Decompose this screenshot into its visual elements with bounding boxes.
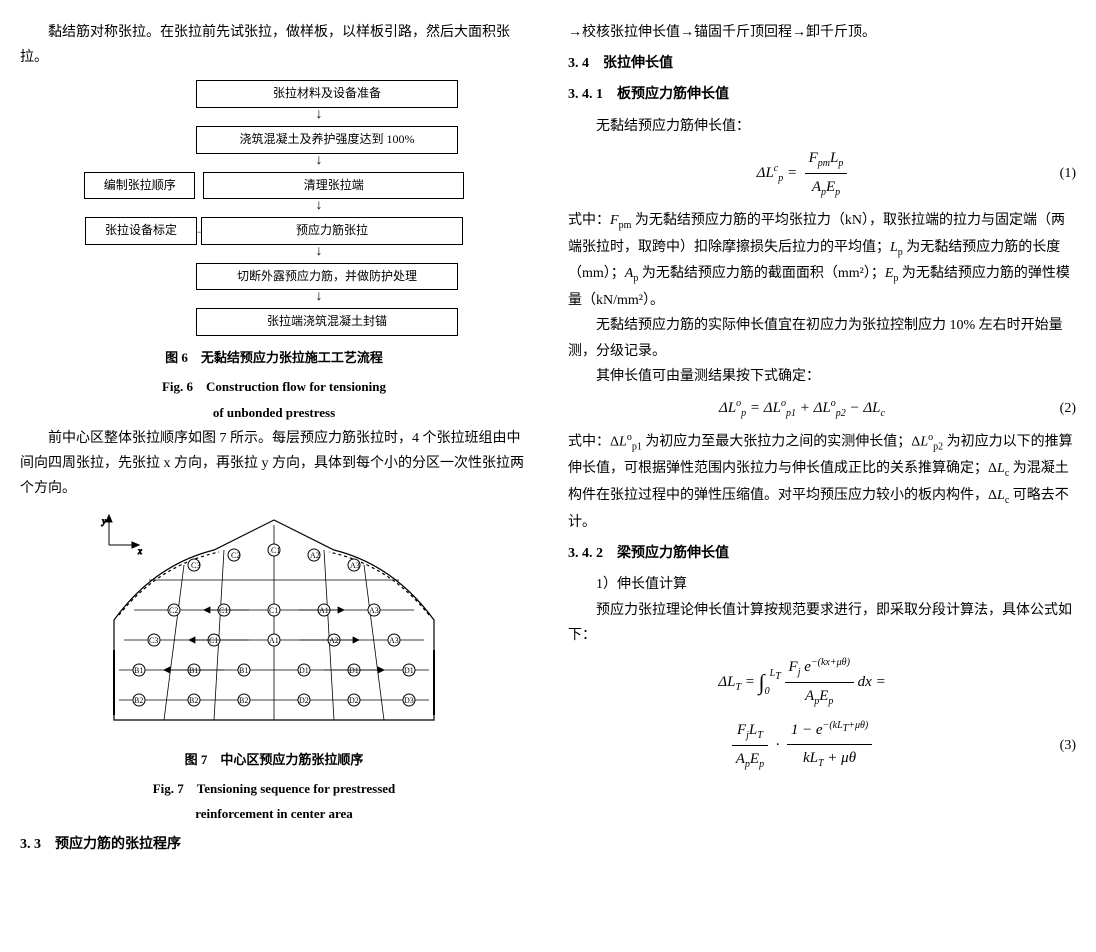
svg-text:D1: D1 xyxy=(404,666,414,675)
svg-text:C1: C1 xyxy=(269,606,278,615)
svg-text:C1: C1 xyxy=(271,546,280,555)
flow-box: 预应力筋张拉 xyxy=(201,217,463,245)
paragraph: 1）伸长值计算 xyxy=(568,572,1076,597)
section-heading-3-4: 3. 4 张拉伸长值 xyxy=(568,51,1076,76)
figure-6-caption-cn: 图 6 无黏结预应力张拉施工工艺流程 xyxy=(20,346,528,369)
figure-7-caption-en: reinforcement in center area xyxy=(20,802,528,825)
svg-text:A3: A3 xyxy=(389,636,399,645)
equation-2: ΔLop = ΔLop1 + ΔLop2 − ΔLc (2) xyxy=(568,395,1076,423)
flow-box-side: 编制张拉顺序 xyxy=(84,172,195,200)
svg-text:B2: B2 xyxy=(189,696,198,705)
section-heading-3-3: 3. 3 预应力筋的张拉程序 xyxy=(20,832,528,857)
figure-7-caption-en: Fig. 7 Tensioning sequence for prestress… xyxy=(20,777,528,800)
svg-text:D2: D2 xyxy=(349,696,359,705)
svg-text:A2: A2 xyxy=(310,551,320,560)
equation-3: ΔLT = ∫0LT Fj e−(kx+μθ) ApEp dx = xyxy=(568,654,1076,711)
svg-text:A2: A2 xyxy=(329,636,339,645)
svg-text:D1: D1 xyxy=(349,666,359,675)
equation-number: (1) xyxy=(1036,161,1076,186)
figure-7-caption-cn: 图 7 中心区预应力筋张拉顺序 xyxy=(20,748,528,771)
svg-text:x: x xyxy=(137,546,142,556)
paragraph: 黏结筋对称张拉。在张拉前先试张拉，做样板，以样板引路，然后大面积张拉。 xyxy=(20,20,528,70)
arrow-down-icon xyxy=(84,292,464,306)
flow-box: 清理张拉端 xyxy=(203,172,464,200)
svg-text:y: y xyxy=(101,516,106,526)
paragraph: →校核张拉伸长值→锚固千斤顶回程→卸千斤顶。 xyxy=(568,20,1076,45)
equation-3b: FjLT ApEp · 1 − e−(kLT+μθ) kLT + μθ (3) xyxy=(568,717,1076,774)
flow-box: 浇筑混凝土及养护强度达到 100% xyxy=(196,126,458,154)
equation-number: (3) xyxy=(1036,733,1076,758)
section-heading-3-4-2: 3. 4. 2 梁预应力筋伸长值 xyxy=(568,541,1076,566)
svg-text:B2: B2 xyxy=(239,696,248,705)
svg-text:C2: C2 xyxy=(231,551,240,560)
equation-1: ΔLcp = FpmLp ApEp (1) xyxy=(568,145,1076,202)
paragraph: 无黏结预应力筋的实际伸长值宜在初应力为张拉控制应力 10% 左右时开始量测，分级… xyxy=(568,313,1076,363)
svg-text:D1: D1 xyxy=(299,666,309,675)
arrow-down-icon xyxy=(84,156,464,170)
svg-text:D3: D3 xyxy=(404,696,414,705)
figure-6-caption-en: of unbonded prestress xyxy=(20,401,528,424)
flow-box-side: 张拉设备标定 xyxy=(85,217,197,245)
svg-text:B1: B1 xyxy=(134,666,143,675)
figure-7-diagram: y x xyxy=(94,510,454,740)
svg-text:C3: C3 xyxy=(191,561,200,570)
svg-text:B2: B2 xyxy=(134,696,143,705)
paragraph: 其伸长值可由量测结果按下式确定： xyxy=(568,364,1076,389)
svg-text:C1: C1 xyxy=(209,636,218,645)
paragraph: 无黏结预应力筋伸长值： xyxy=(568,114,1076,139)
flow-box: 切断外露预应力筋，并做防护处理 xyxy=(196,263,458,291)
svg-text:C1: C1 xyxy=(219,606,228,615)
figure-6-flowchart: 张拉材料及设备准备 浇筑混凝土及养护强度达到 100% 编制张拉顺序 清理张拉端… xyxy=(84,80,464,336)
arrow-down-icon xyxy=(84,110,464,124)
arrow-right-icon xyxy=(195,220,199,242)
svg-text:B1: B1 xyxy=(239,666,248,675)
svg-text:A3: A3 xyxy=(350,561,360,570)
figure-6-caption-en: Fig. 6 Construction flow for tensioning xyxy=(20,375,528,398)
arrow-down-icon xyxy=(84,247,464,261)
svg-text:C3: C3 xyxy=(149,636,158,645)
flow-box: 张拉材料及设备准备 xyxy=(196,80,458,108)
equation-number: (2) xyxy=(1036,396,1076,421)
flow-box: 张拉端浇筑混凝土封锚 xyxy=(196,308,458,336)
svg-text:C2: C2 xyxy=(169,606,178,615)
svg-text:A3: A3 xyxy=(369,606,379,615)
paragraph: 式中：Fpm 为无黏结预应力筋的平均张拉力（kN），取张拉端的拉力与固定端（两端… xyxy=(568,208,1076,314)
svg-text:A1: A1 xyxy=(269,636,279,645)
svg-text:A1: A1 xyxy=(319,606,329,615)
section-heading-3-4-1: 3. 4. 1 板预应力筋伸长值 xyxy=(568,82,1076,107)
paragraph: 前中心区整体张拉顺序如图 7 所示。每层预应力筋张拉时，4 个张拉班组由中间向四… xyxy=(20,426,528,502)
paragraph: 预应力张拉理论伸长值计算按规范要求进行，即采取分段计算法，具体公式如下： xyxy=(568,598,1076,648)
arrow-down-icon xyxy=(84,201,464,215)
paragraph: 式中：ΔLop1 为初应力至最大张拉力之间的实测伸长值；ΔLop2 为初应力以下… xyxy=(568,429,1076,535)
svg-text:D2: D2 xyxy=(299,696,309,705)
svg-text:B1: B1 xyxy=(189,666,198,675)
